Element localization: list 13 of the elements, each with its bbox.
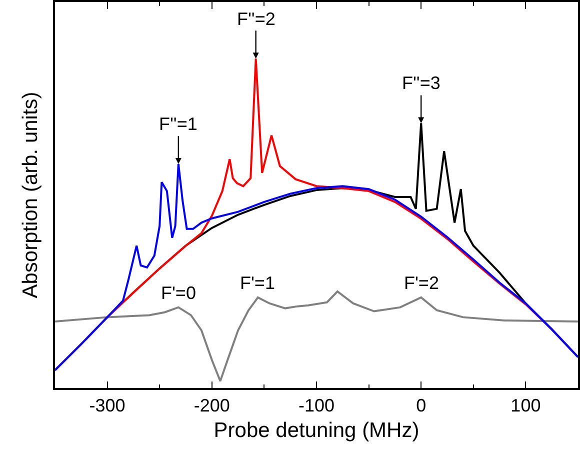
annotation: F''=3 — [402, 73, 440, 93]
annotation: F'=0 — [161, 283, 196, 303]
annotation: F''=1 — [159, 114, 198, 134]
y-axis-title: Absorption (arb. units) — [18, 92, 42, 298]
x-axis-title: Probe detuning (MHz) — [214, 419, 420, 442]
annotation: F'=2 — [404, 273, 439, 293]
x-tick-label: -200 — [194, 395, 230, 416]
x-tick-label: -100 — [298, 395, 335, 416]
annotation: F'=1 — [240, 273, 275, 293]
x-tick-label: 100 — [510, 395, 541, 416]
x-tick-label: 0 — [416, 395, 426, 416]
annotation: F''=2 — [237, 9, 276, 29]
x-tick-label: -300 — [89, 395, 126, 416]
